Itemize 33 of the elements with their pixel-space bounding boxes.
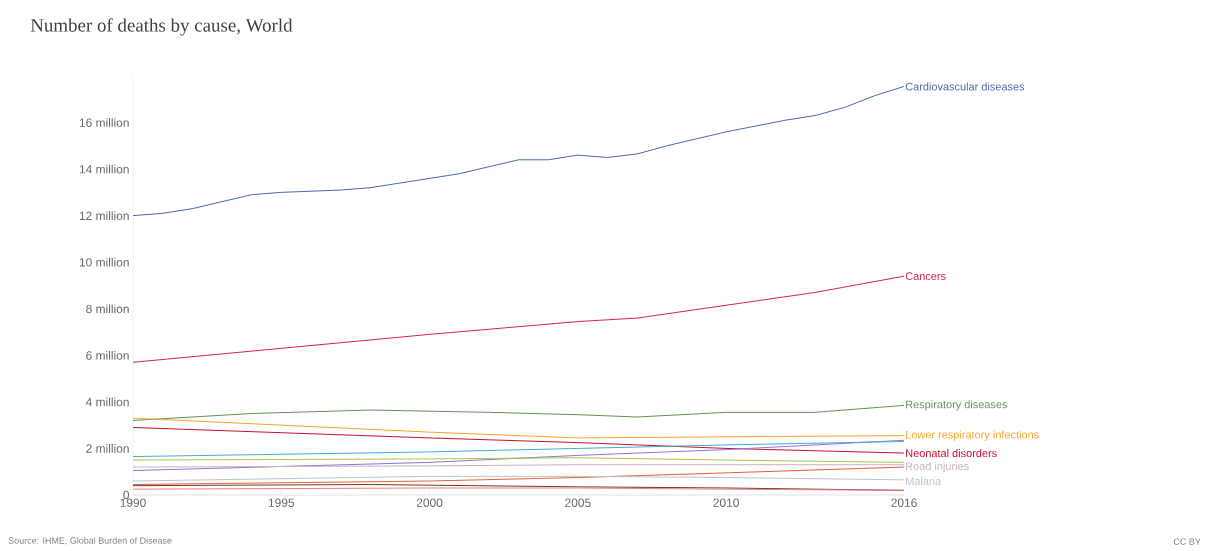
line-series [132,275,905,363]
line-series [132,85,905,217]
x-tick-label: 2005 [565,498,591,507]
series-label: Cardiovascular diseases [905,82,1025,91]
y-tick-label: 4 million [85,397,129,407]
x-tick-label: 2016 [891,498,917,507]
y-tick-label: 16 million [79,118,129,127]
line-series [132,439,905,472]
series-label: Road injuries [906,461,969,473]
source-note: Source: IHME, Global Burden of Disease [8,537,172,545]
series-label: Respiratory diseases [906,400,1008,411]
series-label: Cancers [905,272,946,281]
y-tick-label: 2 million [86,444,129,453]
x-tick-label: 2010 [713,498,739,507]
y-tick-label: 0 [123,490,130,500]
line-series [132,426,905,454]
chart-title: Number of deaths by cause, World [30,18,293,36]
line-series [132,417,905,439]
y-tick-label: 10 million [79,257,129,267]
line-series [132,440,905,458]
series-label: Neonatal disorders [906,449,997,458]
x-tick-label: 2000 [416,498,443,507]
series-label: Lower respiratory infections [906,430,1039,441]
text: CC BY [1173,538,1201,545]
y-tick-label: 12 million [79,211,129,221]
y-tick-label: 14 million [79,164,129,174]
y-tick-label: 8 million [86,304,129,314]
x-tick-label: 1995 [268,498,295,507]
line-series [132,404,905,421]
line-series [132,466,905,486]
series-label: Malaria [906,477,942,486]
x-tick-label: 1990 [120,498,146,507]
y-tick-label: 6 million [86,350,129,360]
